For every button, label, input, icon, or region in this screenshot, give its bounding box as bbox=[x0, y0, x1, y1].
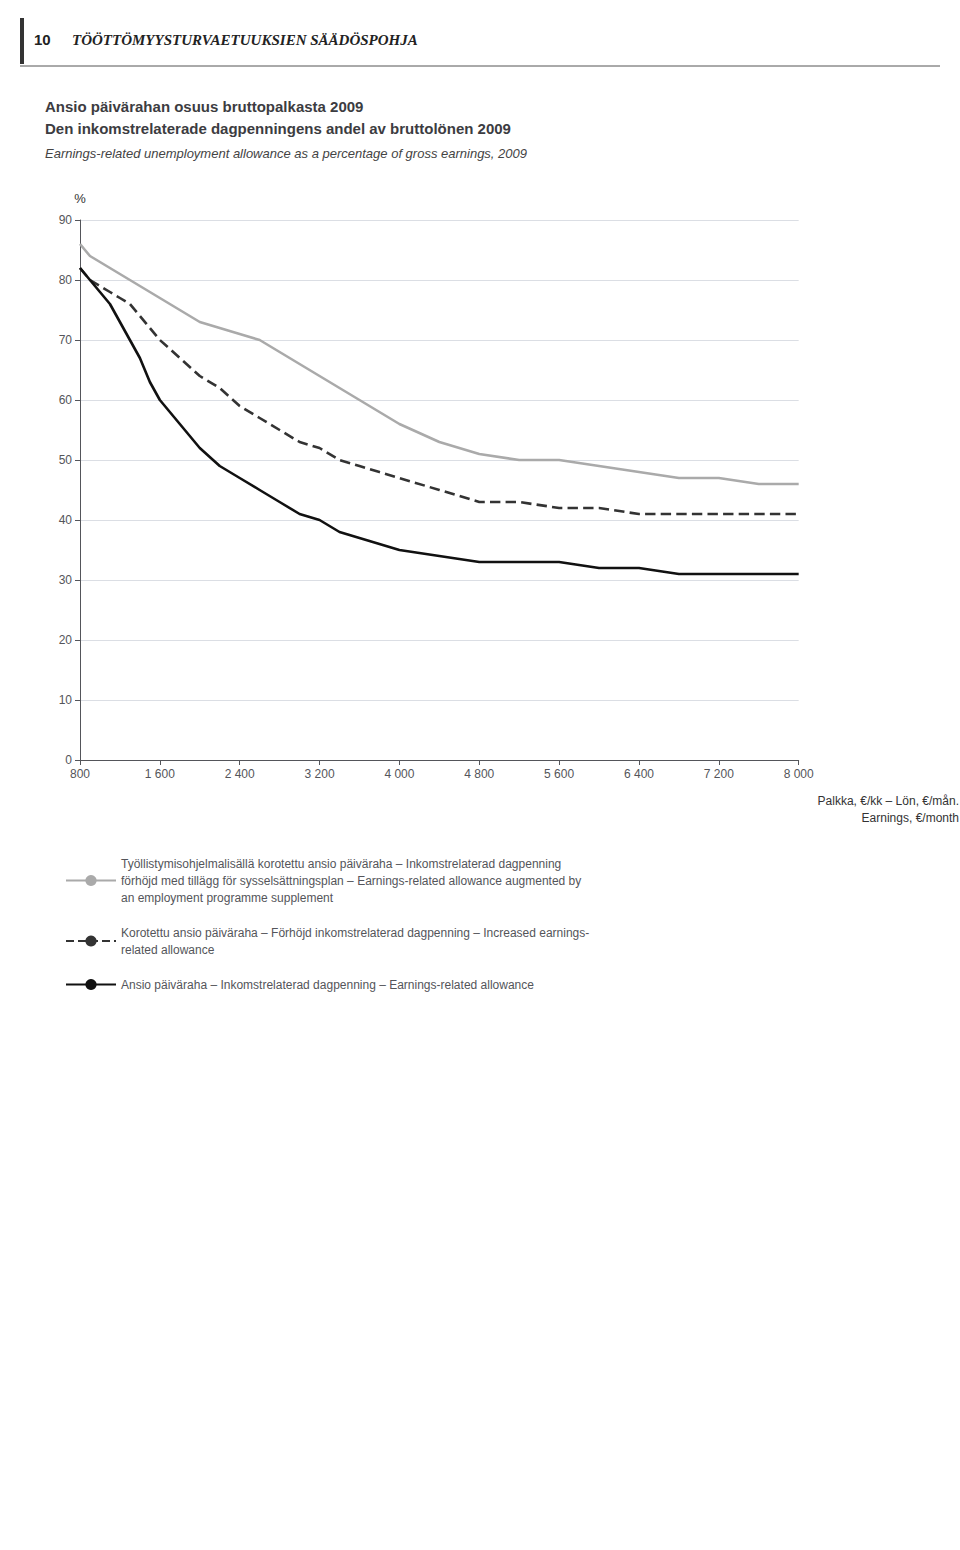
svg-text:6 400: 6 400 bbox=[624, 767, 654, 781]
svg-text:7 200: 7 200 bbox=[704, 767, 734, 781]
svg-text:förhöjd med tillägg för syssel: förhöjd med tillägg för sysselsättningsp… bbox=[121, 874, 581, 888]
svg-text:10: 10 bbox=[34, 31, 51, 48]
svg-text:60: 60 bbox=[59, 393, 73, 407]
svg-text:4 800: 4 800 bbox=[464, 767, 494, 781]
svg-text:30: 30 bbox=[59, 573, 73, 587]
svg-text:70: 70 bbox=[59, 333, 73, 347]
svg-text:800: 800 bbox=[70, 767, 90, 781]
svg-text:Earnings-related unemployment: Earnings-related unemployment allowance … bbox=[45, 146, 527, 161]
svg-text:1 600: 1 600 bbox=[145, 767, 175, 781]
svg-text:50: 50 bbox=[59, 453, 73, 467]
svg-text:8 000: 8 000 bbox=[784, 767, 814, 781]
svg-text:4 000: 4 000 bbox=[384, 767, 414, 781]
svg-text:90: 90 bbox=[59, 213, 73, 227]
svg-text:Ansio päivärahan osuus bruttop: Ansio päivärahan osuus bruttopalkasta 20… bbox=[45, 98, 363, 115]
svg-text:20: 20 bbox=[59, 633, 73, 647]
svg-text:related allowance: related allowance bbox=[121, 943, 215, 957]
svg-text:0: 0 bbox=[65, 753, 72, 767]
svg-text:Ansio päiväraha – Inkomstrelat: Ansio päiväraha – Inkomstrelaterad dagpe… bbox=[121, 978, 534, 992]
svg-text:Palkka, €/kk – Lön, €/mån.: Palkka, €/kk – Lön, €/mån. bbox=[818, 794, 959, 808]
svg-text:Työllistymisohjelmalisällä kor: Työllistymisohjelmalisällä korotettu ans… bbox=[121, 857, 561, 871]
svg-text:Den inkomstrelaterade dagpenni: Den inkomstrelaterade dagpenningens ande… bbox=[45, 120, 511, 137]
svg-text:Korotettu ansio päiväraha – Fö: Korotettu ansio päiväraha – Förhöjd inko… bbox=[121, 926, 589, 940]
svg-text:10: 10 bbox=[59, 693, 73, 707]
svg-text:TÖÖTTÖMYYSTURVAETUUKSIEN SÄÄDÖ: TÖÖTTÖMYYSTURVAETUUKSIEN SÄÄDÖSPOHJA bbox=[72, 32, 418, 48]
svg-text:5 600: 5 600 bbox=[544, 767, 574, 781]
svg-text:Earnings, €/month: Earnings, €/month bbox=[862, 811, 959, 825]
svg-text:%: % bbox=[74, 191, 86, 206]
svg-text:3 200: 3 200 bbox=[305, 767, 335, 781]
svg-text:2 400: 2 400 bbox=[225, 767, 255, 781]
svg-text:40: 40 bbox=[59, 513, 73, 527]
svg-text:80: 80 bbox=[59, 273, 73, 287]
svg-text:an employment programme supple: an employment programme supplement bbox=[121, 891, 334, 905]
